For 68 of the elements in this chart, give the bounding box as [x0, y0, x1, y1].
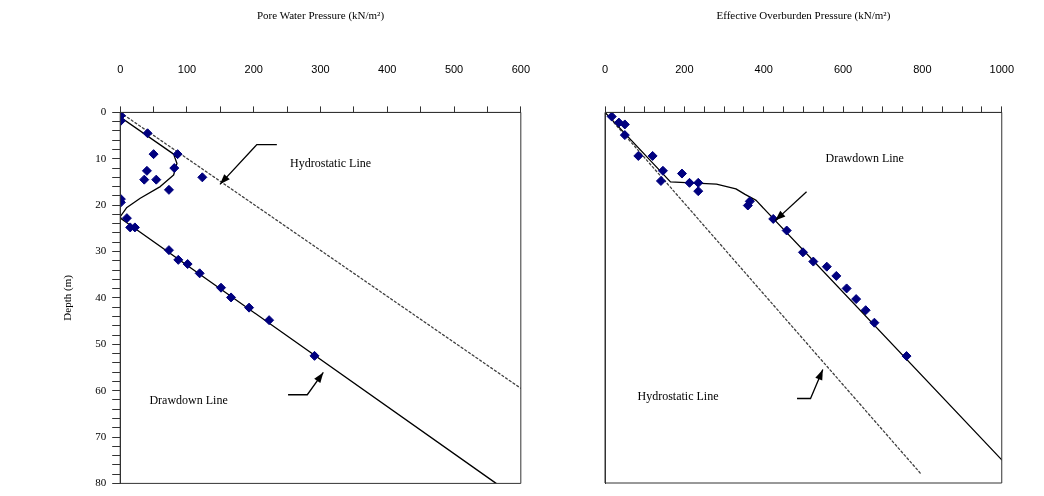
point [781, 225, 792, 236]
point [693, 177, 704, 188]
point [139, 174, 150, 185]
y-axis-title: Depth (m) [61, 274, 75, 321]
y-tick-label: 50 [95, 337, 107, 350]
point [309, 350, 320, 361]
point [173, 254, 184, 265]
y-tick-label: 10 [95, 151, 107, 164]
point [142, 128, 153, 139]
point [216, 282, 227, 293]
point [606, 112, 617, 122]
point [841, 283, 852, 294]
annotation: Drawdown Line [149, 393, 228, 408]
annotation: Hydrostatic Line [637, 389, 719, 404]
point [244, 302, 255, 313]
point [148, 149, 159, 160]
x-tick-label: 200 [244, 62, 263, 75]
point [619, 130, 630, 141]
point [194, 268, 205, 279]
point [655, 175, 666, 186]
point [821, 261, 832, 272]
point [860, 305, 871, 316]
point [647, 150, 658, 161]
point [163, 245, 174, 256]
point [869, 317, 880, 328]
y-tick-label: 60 [95, 383, 107, 396]
y-tick-label: 30 [95, 244, 107, 257]
point [182, 259, 193, 270]
point [264, 315, 275, 326]
point [151, 174, 162, 185]
x-tick-label: 300 [311, 62, 330, 75]
point [197, 172, 208, 183]
point [797, 247, 808, 258]
point [226, 292, 237, 303]
annotation: Drawdown Line [825, 151, 904, 166]
y-tick-label: 20 [95, 198, 107, 211]
point [141, 165, 152, 176]
x-tick-label: 400 [378, 62, 397, 75]
point [172, 149, 183, 160]
x-tick-label: 500 [444, 62, 464, 75]
y-tick-label: 40 [95, 290, 107, 303]
point [831, 270, 842, 281]
point [163, 184, 174, 195]
annotation: Hydrostatic Line [290, 155, 372, 170]
x-axis-title: Pore Water Pressure (kN/m²) [256, 9, 385, 23]
point [633, 150, 644, 161]
point [808, 256, 819, 267]
y-tick-label: 70 [95, 429, 107, 442]
point [851, 294, 862, 305]
x-tick-label: 600 [511, 62, 530, 75]
x-tick-label: 600 [833, 62, 853, 75]
x-tick-label: 800 [913, 62, 932, 75]
x-tick-label: 200 [675, 62, 694, 75]
x-tick-label: 1000 [989, 62, 1015, 75]
point [676, 168, 687, 179]
x-tick-label: 100 [177, 62, 197, 75]
point [901, 351, 912, 362]
point [121, 213, 132, 224]
x-tick-label: 0 [601, 62, 609, 75]
x-axis-title: Effective Overburden Pressure (kN/m²) [716, 9, 891, 23]
y-tick-label: 80 [95, 476, 107, 489]
x-tick-label: 0 [117, 62, 124, 75]
point [657, 165, 668, 176]
point [169, 163, 180, 174]
x-tick-label: 400 [754, 62, 773, 75]
point [693, 186, 704, 197]
y-tick-label: 0 [100, 105, 107, 118]
point [684, 177, 695, 188]
